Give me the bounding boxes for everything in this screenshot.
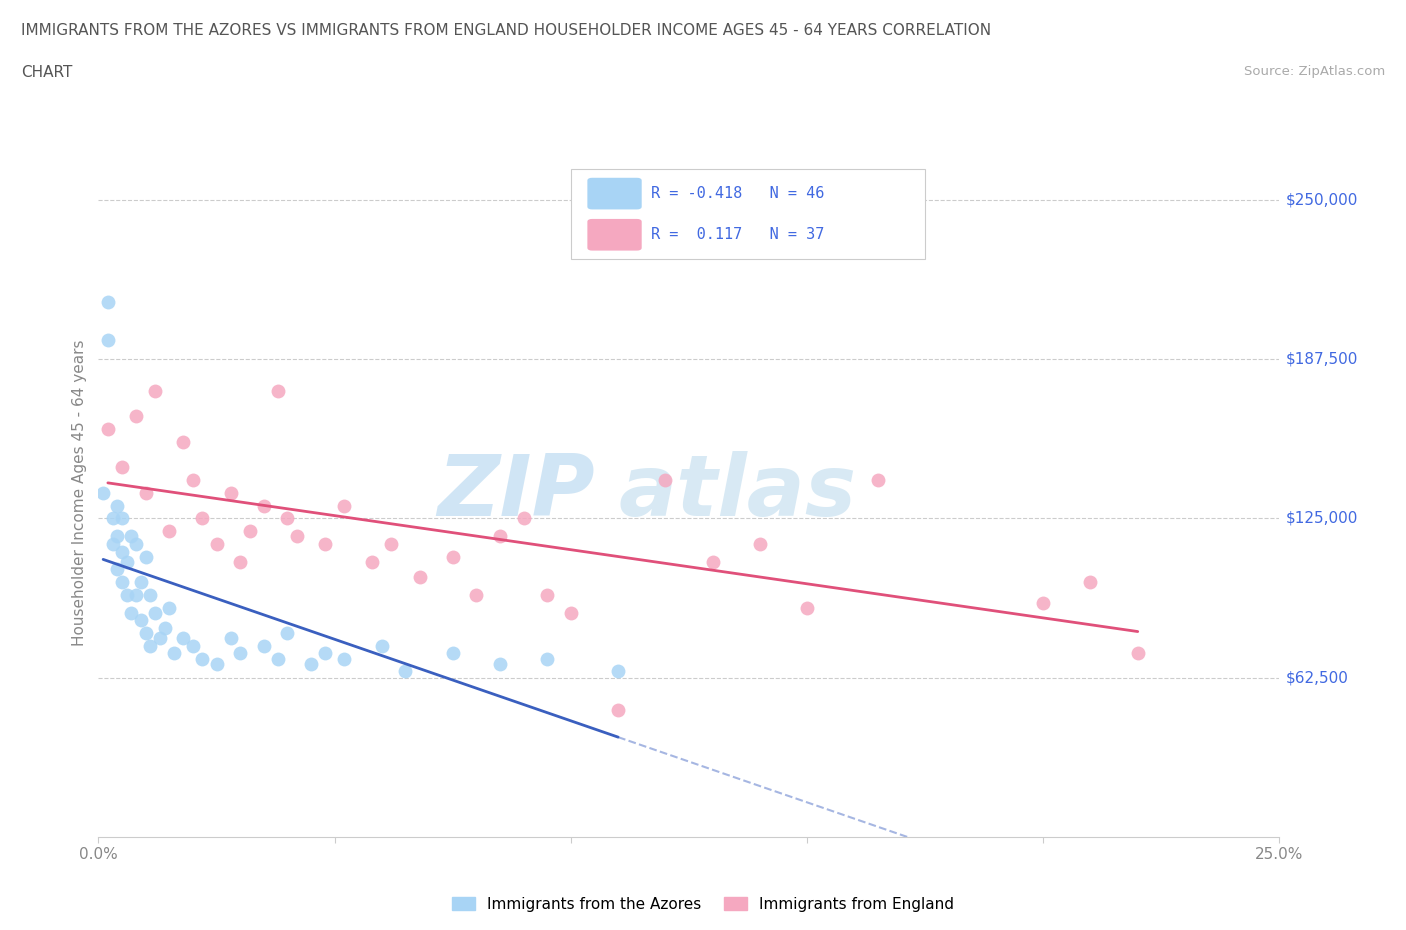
Point — [239, 524, 262, 538]
Point — [512, 511, 534, 525]
Point — [371, 638, 394, 653]
Point — [139, 638, 162, 653]
FancyBboxPatch shape — [588, 219, 641, 250]
Point — [441, 550, 464, 565]
Point — [560, 605, 582, 620]
Point — [125, 409, 148, 424]
Point — [111, 511, 134, 525]
Text: R =  0.117   N = 37: R = 0.117 N = 37 — [651, 227, 824, 242]
FancyBboxPatch shape — [588, 178, 641, 209]
Point — [105, 498, 128, 513]
Point — [172, 434, 194, 449]
FancyBboxPatch shape — [571, 169, 925, 259]
Point — [253, 638, 276, 653]
Point — [91, 485, 114, 500]
Point — [121, 529, 143, 544]
Text: atlas: atlas — [619, 451, 856, 535]
Text: IMMIGRANTS FROM THE AZORES VS IMMIGRANTS FROM ENGLAND HOUSEHOLDER INCOME AGES 45: IMMIGRANTS FROM THE AZORES VS IMMIGRANTS… — [21, 23, 991, 38]
Point — [654, 472, 676, 487]
Point — [702, 554, 724, 569]
Point — [149, 631, 172, 645]
Point — [314, 646, 336, 661]
Point — [285, 529, 308, 544]
Point — [181, 472, 204, 487]
Point — [129, 613, 152, 628]
Point — [191, 651, 214, 666]
Point — [1032, 595, 1054, 610]
Point — [129, 575, 152, 590]
Point — [153, 620, 176, 635]
Legend: Immigrants from the Azores, Immigrants from England: Immigrants from the Azores, Immigrants f… — [446, 890, 960, 918]
Point — [105, 529, 128, 544]
Point — [135, 626, 157, 641]
Point — [121, 605, 143, 620]
Point — [139, 588, 162, 603]
Point — [205, 657, 228, 671]
Point — [607, 702, 630, 717]
Point — [465, 588, 488, 603]
Point — [115, 588, 138, 603]
Point — [205, 537, 228, 551]
Point — [143, 605, 166, 620]
Point — [101, 511, 124, 525]
Point — [380, 537, 402, 551]
Point — [489, 529, 512, 544]
Text: $250,000: $250,000 — [1285, 193, 1358, 207]
Text: ZIP: ZIP — [437, 451, 595, 535]
Point — [97, 421, 120, 436]
Point — [441, 646, 464, 661]
Point — [125, 537, 148, 551]
Point — [361, 554, 384, 569]
Point — [748, 537, 770, 551]
Point — [607, 664, 630, 679]
Point — [299, 657, 322, 671]
Point — [101, 537, 124, 551]
Point — [267, 651, 290, 666]
Point — [111, 544, 134, 559]
Point — [135, 550, 157, 565]
Point — [333, 498, 356, 513]
Point — [314, 537, 336, 551]
Point — [253, 498, 276, 513]
Point — [276, 511, 298, 525]
Point — [333, 651, 356, 666]
Point — [135, 485, 157, 500]
Text: $62,500: $62,500 — [1285, 671, 1348, 685]
Point — [97, 294, 120, 309]
Point — [866, 472, 889, 487]
Point — [1080, 575, 1102, 590]
Point — [229, 646, 252, 661]
Y-axis label: Householder Income Ages 45 - 64 years: Householder Income Ages 45 - 64 years — [72, 339, 87, 646]
Point — [181, 638, 204, 653]
Point — [276, 626, 298, 641]
Point — [394, 664, 416, 679]
Point — [219, 485, 242, 500]
Text: $187,500: $187,500 — [1285, 352, 1358, 366]
Point — [157, 524, 180, 538]
Point — [111, 460, 134, 475]
Point — [796, 600, 818, 615]
Point — [219, 631, 242, 645]
Point — [191, 511, 214, 525]
Point — [143, 383, 166, 398]
Point — [267, 383, 290, 398]
Point — [1126, 646, 1149, 661]
Point — [229, 554, 252, 569]
Point — [163, 646, 186, 661]
Point — [125, 588, 148, 603]
Point — [115, 554, 138, 569]
Point — [111, 575, 134, 590]
Point — [536, 588, 558, 603]
Point — [536, 651, 558, 666]
Point — [408, 569, 430, 584]
Text: R = -0.418   N = 46: R = -0.418 N = 46 — [651, 186, 824, 201]
Point — [489, 657, 512, 671]
Point — [157, 600, 180, 615]
Point — [97, 333, 120, 348]
Text: Source: ZipAtlas.com: Source: ZipAtlas.com — [1244, 65, 1385, 78]
Text: CHART: CHART — [21, 65, 73, 80]
Point — [105, 562, 128, 577]
Text: $125,000: $125,000 — [1285, 511, 1358, 525]
Point — [172, 631, 194, 645]
